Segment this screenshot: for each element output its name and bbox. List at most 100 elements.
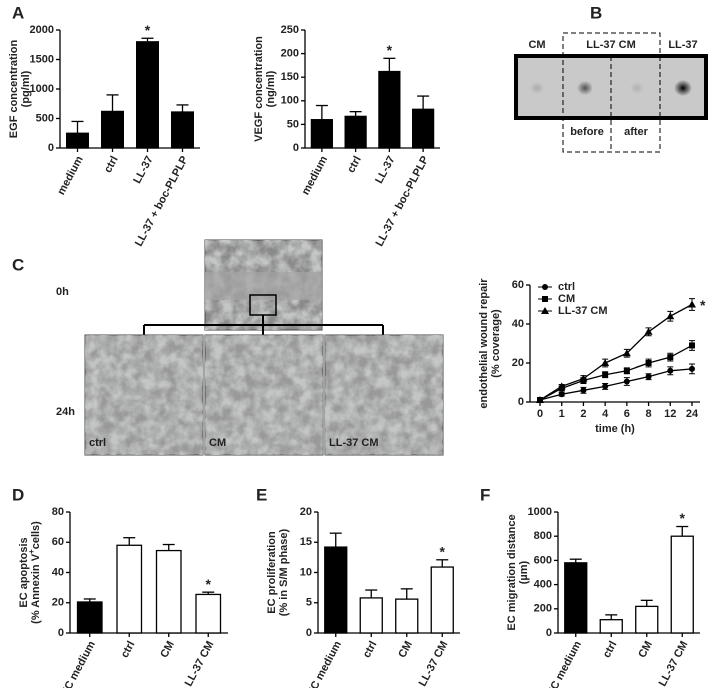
micrograph-label: CM — [209, 437, 226, 449]
panel-letter: C — [12, 255, 24, 274]
annotation: * — [387, 42, 393, 58]
x-tick-label: 6 — [624, 408, 630, 420]
x-tick-label: EC medium — [545, 639, 584, 688]
marker — [623, 367, 630, 374]
y-tick-label: 1000 — [30, 83, 54, 95]
legend-marker — [541, 307, 549, 314]
blot-spot — [630, 81, 644, 95]
marker — [602, 383, 609, 390]
bar — [564, 562, 588, 634]
x-tick-label: EC medium — [305, 639, 344, 688]
x-tick-label: 4 — [602, 408, 609, 420]
y-tick-label: 0 — [293, 142, 299, 154]
marker — [601, 359, 610, 366]
bar — [310, 119, 333, 149]
y-tick-label: 40 — [52, 566, 64, 578]
blot-spot — [674, 79, 692, 97]
x-tick-label: ctrl — [601, 639, 620, 660]
y-tick-label: 60 — [512, 279, 524, 291]
micrograph-texture — [85, 335, 203, 455]
y-axis-label-part: cells) — [30, 521, 42, 549]
x-tick-label: 12 — [664, 408, 676, 420]
row-label: 24h — [56, 406, 75, 418]
y-axis-label: (% in S/M phase) — [278, 528, 290, 616]
y-tick-label: 1000 — [528, 506, 552, 518]
marker — [623, 378, 630, 385]
y-tick-label: 1500 — [30, 53, 54, 65]
legend-marker — [542, 296, 548, 302]
x-tick-label: CM — [396, 639, 415, 660]
sublabel: after — [624, 126, 649, 138]
blot-spot — [530, 81, 544, 95]
marker — [666, 312, 675, 320]
y-axis-label: EGF concentration — [8, 40, 20, 139]
y-tick-label: 10 — [300, 566, 312, 578]
bar — [195, 593, 222, 634]
blot-spot — [577, 80, 593, 96]
y-tick-label: 250 — [281, 24, 299, 36]
lane-label: LL-37 CM — [586, 39, 636, 51]
bar — [395, 598, 419, 634]
y-axis-label: VEGF concentration — [253, 36, 265, 142]
y-axis-label: (% coverage) — [490, 309, 502, 378]
marker — [644, 327, 653, 335]
y-tick-label: 0 — [306, 627, 312, 639]
y-tick-label: 0 — [48, 142, 54, 154]
y-tick-label: 40 — [512, 318, 524, 330]
line — [539, 344, 693, 401]
x-tick-label: EC medium — [59, 639, 98, 688]
x-tick-label: medium — [300, 154, 330, 197]
y-axis-label: (% Annexin V+cells) — [27, 521, 42, 624]
marker — [622, 349, 631, 357]
lane-label: LL-37 — [668, 39, 697, 51]
y-axis-label: endothelial wound repair — [478, 278, 490, 409]
y-tick-label: 80 — [52, 506, 64, 518]
x-axis-label: time (h) — [595, 423, 635, 435]
x-tick-label: LL-37 — [131, 154, 155, 186]
legend-label: LL-37 CM — [558, 305, 608, 317]
x-tick-label: 1 — [559, 408, 565, 420]
marker — [667, 367, 674, 374]
annotation: * — [700, 297, 706, 313]
panel-letter: E — [256, 485, 267, 504]
y-tick-label: 20 — [512, 357, 524, 369]
bar — [76, 601, 103, 634]
y-axis-label: EC proliferation — [266, 531, 278, 614]
y-tick-label: 5 — [306, 597, 312, 609]
x-tick-label: ctrl — [345, 154, 364, 175]
y-tick-label: 0 — [58, 627, 64, 639]
y-tick-label: 15 — [300, 536, 312, 548]
line — [539, 368, 693, 401]
marker — [645, 360, 652, 366]
y-tick-label: 20 — [52, 597, 64, 609]
dashed-box — [562, 32, 661, 153]
y-axis-label: (pg/ml) — [20, 70, 32, 107]
micrograph-texture — [325, 335, 443, 455]
annotation: * — [145, 22, 151, 38]
panel-letter: A — [12, 3, 24, 22]
x-tick-label: LL-37 CM — [417, 639, 451, 688]
y-axis-label: EC apoptosis — [18, 537, 30, 607]
row-label: 0h — [56, 286, 69, 298]
y-tick-label: 100 — [281, 95, 299, 107]
bar — [344, 115, 367, 149]
y-tick-label: 150 — [281, 71, 299, 83]
annotation: * — [680, 510, 686, 526]
panel-letter: D — [12, 485, 24, 504]
x-tick-label: ctrl — [361, 639, 380, 660]
legend-label: CM — [558, 293, 575, 305]
marker — [580, 387, 587, 394]
bar — [359, 597, 383, 634]
bar — [378, 70, 401, 149]
marker — [667, 354, 674, 361]
marker — [688, 300, 696, 308]
bar — [412, 108, 435, 149]
y-tick-label: 800 — [534, 530, 552, 542]
y-tick-label: 0 — [518, 396, 524, 408]
y-tick-label: 200 — [281, 48, 299, 60]
legend-marker — [542, 284, 548, 290]
x-tick-label: CM — [158, 639, 177, 660]
marker — [689, 342, 695, 349]
x-tick-label: medium — [55, 154, 85, 197]
